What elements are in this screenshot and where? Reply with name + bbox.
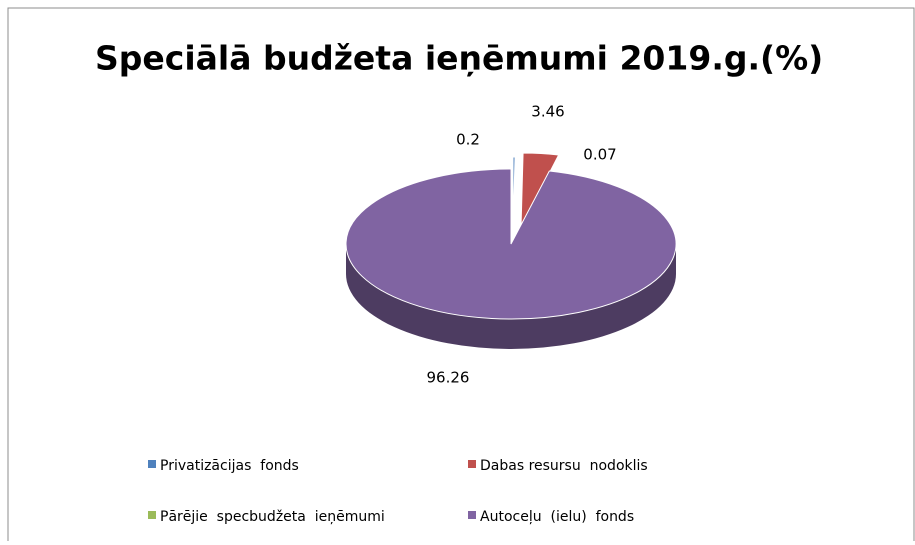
legend-label: Privatizācijas fonds bbox=[160, 458, 299, 474]
legend-label: Autoceļu (ielu) fonds bbox=[480, 509, 634, 525]
legend-label: Dabas resursu nodoklis bbox=[480, 458, 648, 474]
legend-swatch bbox=[468, 511, 476, 519]
legend-swatch bbox=[148, 511, 156, 519]
data-label: 96.26 bbox=[427, 369, 470, 387]
slice bbox=[512, 156, 516, 233]
legend-swatch bbox=[468, 460, 476, 468]
data-label: 0.07 bbox=[583, 146, 616, 164]
chart-title: Speciālā budžeta ieņēmumi 2019.g.(%) bbox=[95, 39, 823, 78]
legend-swatch bbox=[148, 460, 156, 468]
pie bbox=[345, 152, 677, 349]
data-label: 0.2 bbox=[456, 131, 480, 149]
legend-label: Pārējie specbudžeta ieņēmumi bbox=[160, 509, 385, 525]
data-label: 3.46 bbox=[531, 103, 564, 121]
slice-side bbox=[346, 244, 676, 349]
slice bbox=[345, 168, 677, 320]
